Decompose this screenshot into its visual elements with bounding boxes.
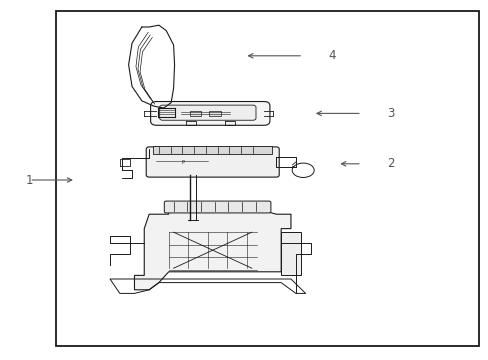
FancyBboxPatch shape: [281, 232, 300, 275]
Text: 4: 4: [328, 49, 336, 62]
Text: 3: 3: [386, 107, 394, 120]
Bar: [189, 111, 201, 116]
Bar: [153, 146, 272, 154]
Text: 1: 1: [25, 174, 33, 186]
Polygon shape: [134, 209, 290, 290]
Text: P: P: [182, 160, 184, 165]
Text: 2: 2: [386, 157, 394, 170]
FancyBboxPatch shape: [164, 201, 270, 213]
FancyBboxPatch shape: [159, 105, 256, 120]
FancyBboxPatch shape: [150, 102, 269, 125]
Bar: [56, 11, 478, 346]
Bar: [209, 111, 221, 116]
FancyBboxPatch shape: [146, 147, 279, 177]
